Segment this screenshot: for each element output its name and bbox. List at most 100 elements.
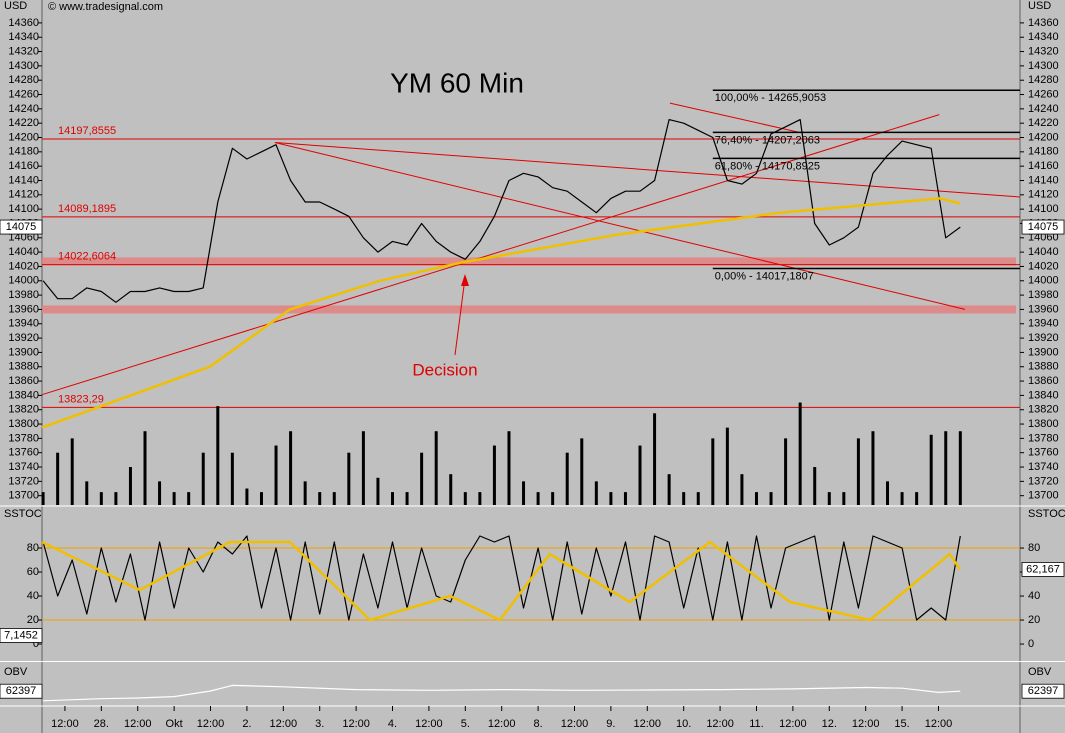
y-tick-label: 80 <box>27 542 39 554</box>
volume-bar <box>318 492 322 505</box>
volume-bar <box>420 452 424 505</box>
value-marker-box <box>1021 219 1065 235</box>
volume-bar <box>798 402 802 505</box>
y-tick-label: 80 <box>1028 542 1040 554</box>
volume-bar <box>478 492 482 505</box>
x-tick-label: 12:00 <box>925 718 953 730</box>
volume-bar <box>128 467 132 505</box>
value-marker-label: 7,1452 <box>4 629 38 641</box>
x-tick-label: 12:00 <box>561 718 589 730</box>
value-marker-box <box>1021 683 1065 699</box>
volume-bar <box>754 492 758 505</box>
volume-bar <box>158 481 162 505</box>
unit-label: USD <box>1028 0 1051 12</box>
x-tick-label: 12:00 <box>779 718 807 730</box>
x-tick-label: 3. <box>315 718 324 730</box>
y-tick-label: 14100 <box>8 203 39 215</box>
volume-bar <box>434 431 438 505</box>
x-tick-label: 10. <box>676 718 691 730</box>
series-line <box>42 119 961 303</box>
volume-bar <box>347 452 351 505</box>
x-tick-label: 12:00 <box>852 718 880 730</box>
volume-bar <box>143 431 147 505</box>
y-tick-label: 13920 <box>8 332 39 344</box>
y-tick-label: 13940 <box>8 318 39 330</box>
volume-bar <box>172 492 176 505</box>
x-tick-label: 28. <box>94 718 109 730</box>
x-tick-label: 12:00 <box>415 718 443 730</box>
y-tick-label: 13760 <box>1028 447 1059 459</box>
trend-line <box>274 142 966 310</box>
y-tick-label: 13960 <box>1028 303 1059 315</box>
y-tick-label: 14240 <box>1028 103 1059 115</box>
volume-bar <box>492 445 496 505</box>
trend-line <box>669 102 800 133</box>
volume-bar <box>594 481 598 505</box>
volume-bar <box>871 431 875 505</box>
y-tick-label: 14060 <box>1028 232 1059 244</box>
fib-label: 61,80% - 14170,8925 <box>715 160 820 172</box>
y-tick-label: 14320 <box>1028 45 1059 57</box>
volume-bar <box>405 492 409 505</box>
volume-bar <box>245 488 249 505</box>
y-tick-label: 0 <box>33 638 39 650</box>
volume-bar <box>551 492 555 505</box>
source: © www.tradesignal.com <box>48 1 163 13</box>
trend-line <box>274 142 1021 198</box>
x-tick-label: 12:00 <box>124 718 152 730</box>
volume-bar <box>391 492 395 505</box>
y-tick-label: 14360 <box>8 17 39 29</box>
y-tick-label: 13940 <box>1028 318 1059 330</box>
panel-title: OBV <box>1028 666 1052 678</box>
y-tick-label: 14260 <box>1028 88 1059 100</box>
volume-bar <box>201 452 205 505</box>
level-label: 14022,6064 <box>58 250 116 262</box>
volume-bar <box>667 474 671 505</box>
y-tick-label: 14200 <box>1028 131 1059 143</box>
y-tick-label: 14000 <box>8 275 39 287</box>
y-tick-label: 14240 <box>8 103 39 115</box>
panel-title: OBV <box>4 666 28 678</box>
value-marker-label: 62397 <box>6 685 37 697</box>
x-tick-label: 8. <box>534 718 543 730</box>
panel-title: SSTOC <box>4 508 42 520</box>
volume-bar <box>696 492 700 505</box>
value-marker-box <box>0 219 43 235</box>
annotation: Decision <box>412 360 477 379</box>
y-tick-label: 13860 <box>8 375 39 387</box>
volume-bar <box>303 481 307 505</box>
volume-bar <box>230 452 234 505</box>
x-tick-label: 11. <box>749 718 763 730</box>
volume-bar <box>41 492 45 505</box>
y-tick-label: 13800 <box>1028 418 1059 430</box>
volume-bar <box>711 438 715 505</box>
volume-bar <box>784 438 788 505</box>
y-tick-label: 13960 <box>8 303 39 315</box>
y-tick-label: 14160 <box>1028 160 1059 172</box>
y-tick-label: 13980 <box>1028 289 1059 301</box>
y-tick-label: 14140 <box>8 174 39 186</box>
volume-bar <box>565 452 569 505</box>
y-tick-label: 13880 <box>1028 361 1059 373</box>
volume-bar <box>682 492 686 505</box>
x-tick-label: 2. <box>242 718 251 730</box>
trend-line <box>41 114 940 396</box>
y-tick-label: 13740 <box>8 461 39 473</box>
panel-title: SSTOC <box>1028 508 1065 520</box>
y-tick-label: 14200 <box>8 131 39 143</box>
y-tick-label: 14260 <box>8 88 39 100</box>
volume-bar <box>725 427 729 505</box>
unit-label: USD <box>4 0 27 12</box>
y-tick-label: 14180 <box>8 146 39 158</box>
y-tick-label: 14340 <box>8 31 39 43</box>
y-tick-label: 13760 <box>8 447 39 459</box>
volume-bar <box>886 481 890 505</box>
value-marker-label: 62,167 <box>1026 563 1060 575</box>
plot-layer: 12:00 28. 12:00 Okt 12:00 2. 12:00 3. 12:00 4. 12:… <box>0 17 1065 730</box>
volume-bar <box>114 492 118 505</box>
y-tick-label: 13700 <box>8 490 39 502</box>
x-tick-label: 12:00 <box>51 718 79 730</box>
y-tick-label: 14180 <box>1028 146 1059 158</box>
y-tick-label: 14020 <box>1028 260 1059 272</box>
